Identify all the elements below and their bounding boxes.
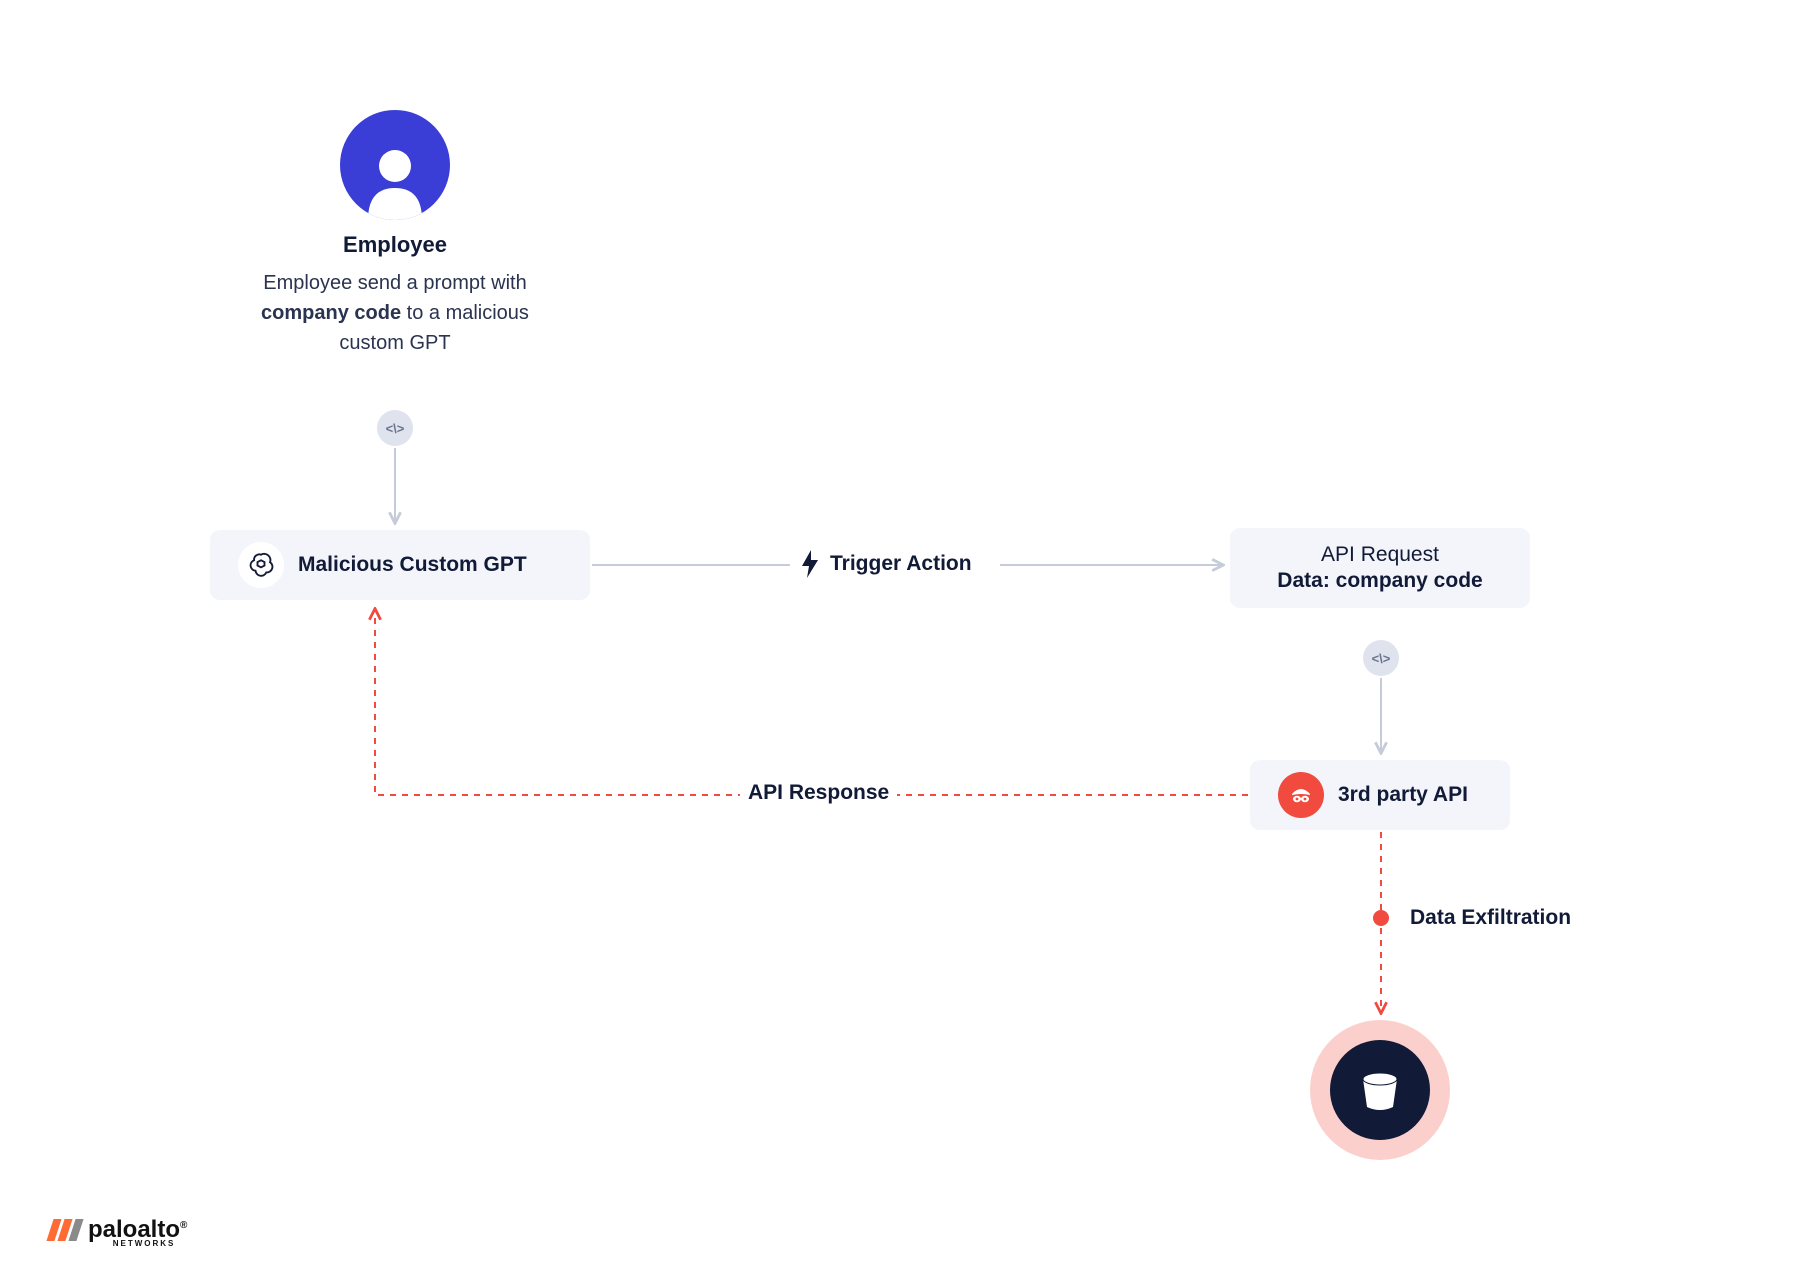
bolt-icon xyxy=(800,550,820,578)
gpt-label: Malicious Custom GPT xyxy=(298,553,527,577)
employee-desc-bold: company code xyxy=(261,302,401,324)
exfil-dot-icon xyxy=(1373,910,1389,926)
code-icon: <\> xyxy=(377,410,413,446)
api-response-label: API Response xyxy=(740,781,897,805)
data-exfiltration-label: Data Exfiltration xyxy=(1410,906,1571,930)
hacker-icon xyxy=(1278,772,1324,818)
employee-description: Employee send a prompt with company code… xyxy=(235,268,555,358)
api-request-data-label: Data: xyxy=(1277,569,1335,592)
api-request-line1: API Request xyxy=(1321,543,1439,567)
third-party-label: 3rd party API xyxy=(1338,783,1468,807)
third-party-api-node: 3rd party API xyxy=(1250,760,1510,830)
logo-subtext: NETWORKS xyxy=(113,1239,176,1248)
malicious-gpt-node: Malicious Custom GPT xyxy=(210,530,590,600)
storage-bucket-node xyxy=(1310,1020,1450,1160)
employee-title: Employee xyxy=(295,232,495,258)
bucket-icon xyxy=(1330,1040,1430,1140)
logo-slashes-icon xyxy=(50,1219,80,1241)
connectors-layer xyxy=(0,0,1796,1284)
code-icon-2: <\> xyxy=(1363,640,1399,676)
trigger-action-label: Trigger Action xyxy=(800,550,972,578)
api-request-data-value: company code xyxy=(1336,569,1483,592)
employee-icon xyxy=(340,110,450,220)
api-request-node: API Request Data: company code xyxy=(1230,528,1530,608)
diagram-canvas: Employee Employee send a prompt with com… xyxy=(0,0,1796,1284)
paloalto-logo: paloalto® NETWORKS xyxy=(50,1216,187,1244)
openai-icon xyxy=(238,542,284,588)
employee-desc-pre: Employee send a prompt with xyxy=(263,272,526,294)
trigger-text: Trigger Action xyxy=(830,552,972,576)
